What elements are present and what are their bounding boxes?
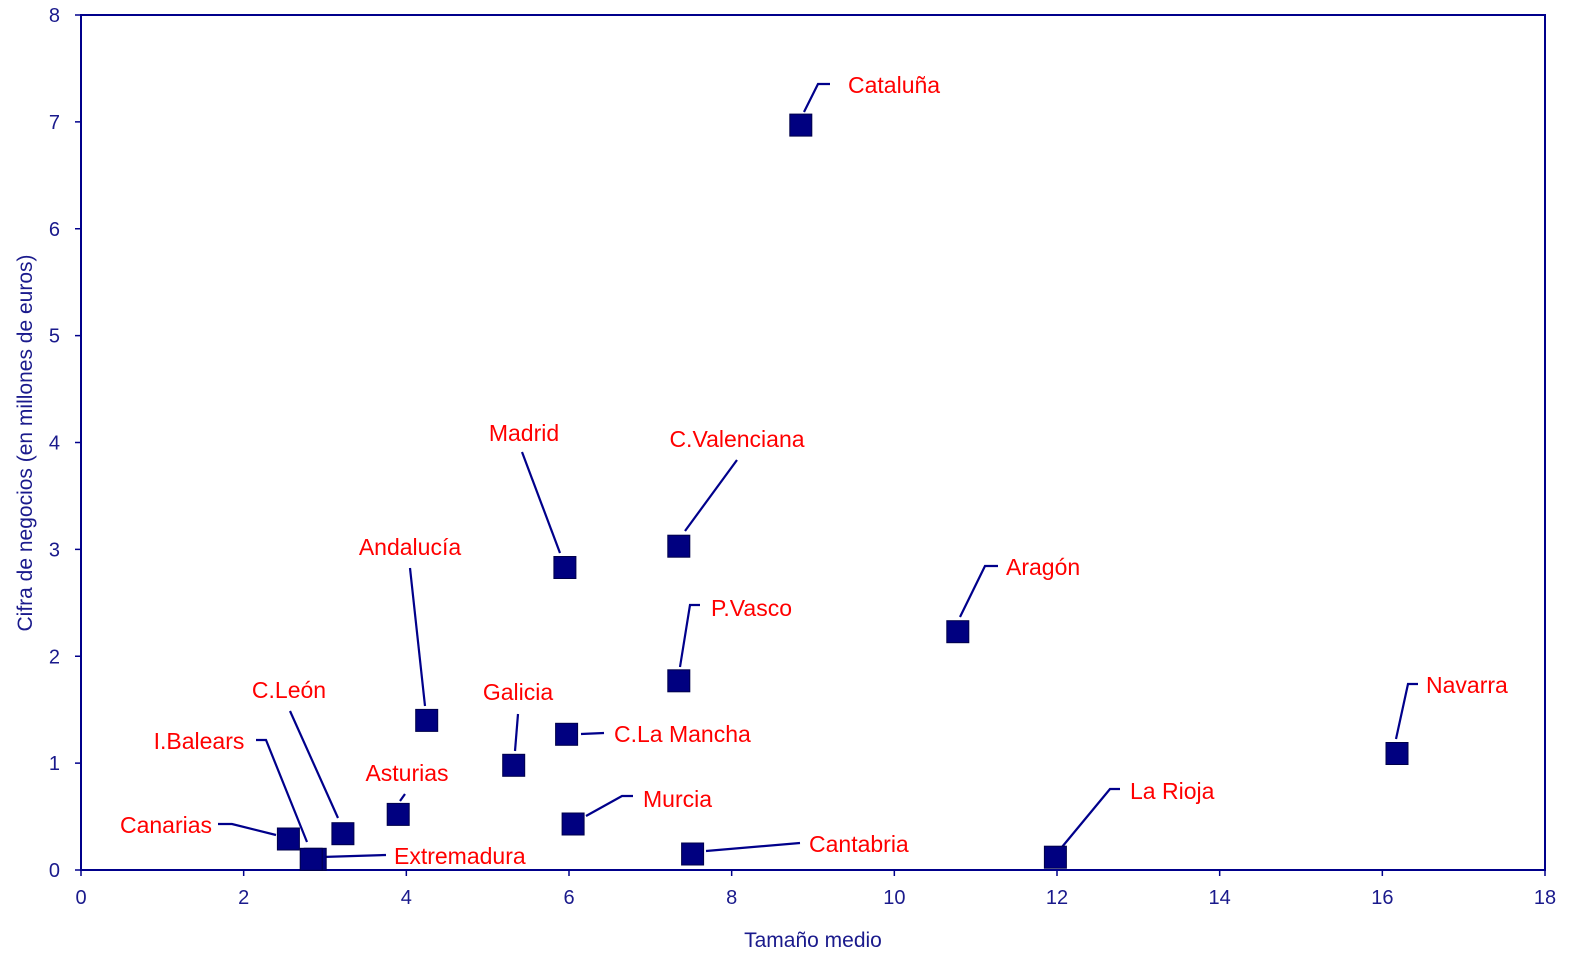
y-axis-title: Cifra de negocios (en millones de euros) [14, 254, 37, 631]
y-tick-label: 8 [49, 5, 60, 27]
data-point-marker [1385, 742, 1409, 765]
data-point-label: C.León [252, 677, 326, 703]
leader-line [513, 713, 520, 752]
leader-line [684, 459, 738, 532]
data-point-label: Galicia [483, 679, 554, 705]
axis-ticks [75, 14, 1546, 876]
data-point-label: P.Vasco [711, 595, 792, 621]
y-tick-label: 1 [49, 753, 60, 775]
y-tick-label: 7 [49, 112, 60, 134]
data-point-marker [946, 620, 970, 644]
leader-line [321, 853, 387, 859]
x-tick-label: 8 [726, 887, 737, 909]
y-tick-label: 6 [49, 219, 60, 241]
data-point-marker [667, 669, 691, 693]
data-point-label: Andalucía [359, 534, 462, 560]
data-point-marker [789, 113, 813, 137]
leader-line [580, 731, 605, 736]
data-point-marker [555, 722, 579, 746]
y-tick-label: 5 [49, 326, 60, 348]
data-point-label: Cantabria [809, 831, 909, 857]
data-point-label: Cataluña [848, 72, 940, 98]
data-point-label: Extremadura [394, 843, 526, 869]
x-tick-label: 14 [1209, 887, 1231, 909]
x-tick-label: 0 [75, 887, 86, 909]
data-point-marker [502, 753, 526, 777]
x-tick-label: 10 [883, 887, 905, 909]
x-axis-title: Tamaño medio [744, 929, 882, 952]
leader-line [803, 82, 830, 113]
data-point-marker [276, 827, 300, 851]
y-tick-label: 3 [49, 539, 60, 561]
y-tick-label: 2 [49, 646, 60, 668]
leader-line [218, 822, 277, 837]
data-point-label: Asturias [365, 760, 448, 786]
leader-line [705, 841, 801, 853]
leader-line [288, 710, 340, 819]
data-point-marker [299, 847, 323, 871]
leader-line [585, 794, 633, 817]
x-tick-label: 4 [401, 887, 412, 909]
leader-line [959, 564, 998, 618]
data-point-label: Murcia [643, 786, 712, 812]
data-point-marker [553, 556, 577, 579]
leader-line [408, 567, 427, 707]
data-point-marker [561, 812, 585, 836]
leader-line [678, 603, 700, 668]
data-point-label: C.Valenciana [669, 426, 804, 452]
data-point-label: Madrid [489, 420, 559, 446]
data-point-marker [415, 708, 439, 732]
leader-line [256, 738, 309, 843]
x-tick-label: 16 [1371, 887, 1393, 909]
plot-area-frame [80, 14, 1546, 871]
data-point-marker [667, 534, 691, 558]
data-point-marker [681, 842, 705, 866]
y-tick-label: 4 [49, 433, 60, 455]
data-point-label: C.La Mancha [614, 721, 751, 747]
data-point-marker [386, 802, 410, 826]
leader-line [399, 793, 406, 802]
leader-line [1394, 682, 1418, 740]
leader-line [520, 451, 562, 554]
y-tick-label: 0 [49, 860, 60, 882]
x-tick-label: 6 [563, 887, 574, 909]
data-point-marker [331, 822, 355, 846]
data-point-label: I.Balears [154, 728, 245, 754]
x-tick-label: 2 [238, 887, 249, 909]
x-tick-label: 12 [1046, 887, 1068, 909]
data-point-label: Canarias [120, 812, 212, 838]
data-point-label: Navarra [1426, 672, 1508, 698]
data-labels: Cataluña Madrid C.Valenciana Andalucía Aragó… [120, 72, 1508, 869]
data-markers [276, 113, 1409, 871]
data-point-marker [1043, 845, 1067, 869]
label-leader-lines [218, 82, 1418, 859]
data-point-label: Aragón [1006, 554, 1080, 580]
leader-line [1061, 787, 1120, 848]
data-point-label: La Rioja [1130, 778, 1215, 804]
x-tick-label: 18 [1534, 887, 1556, 909]
